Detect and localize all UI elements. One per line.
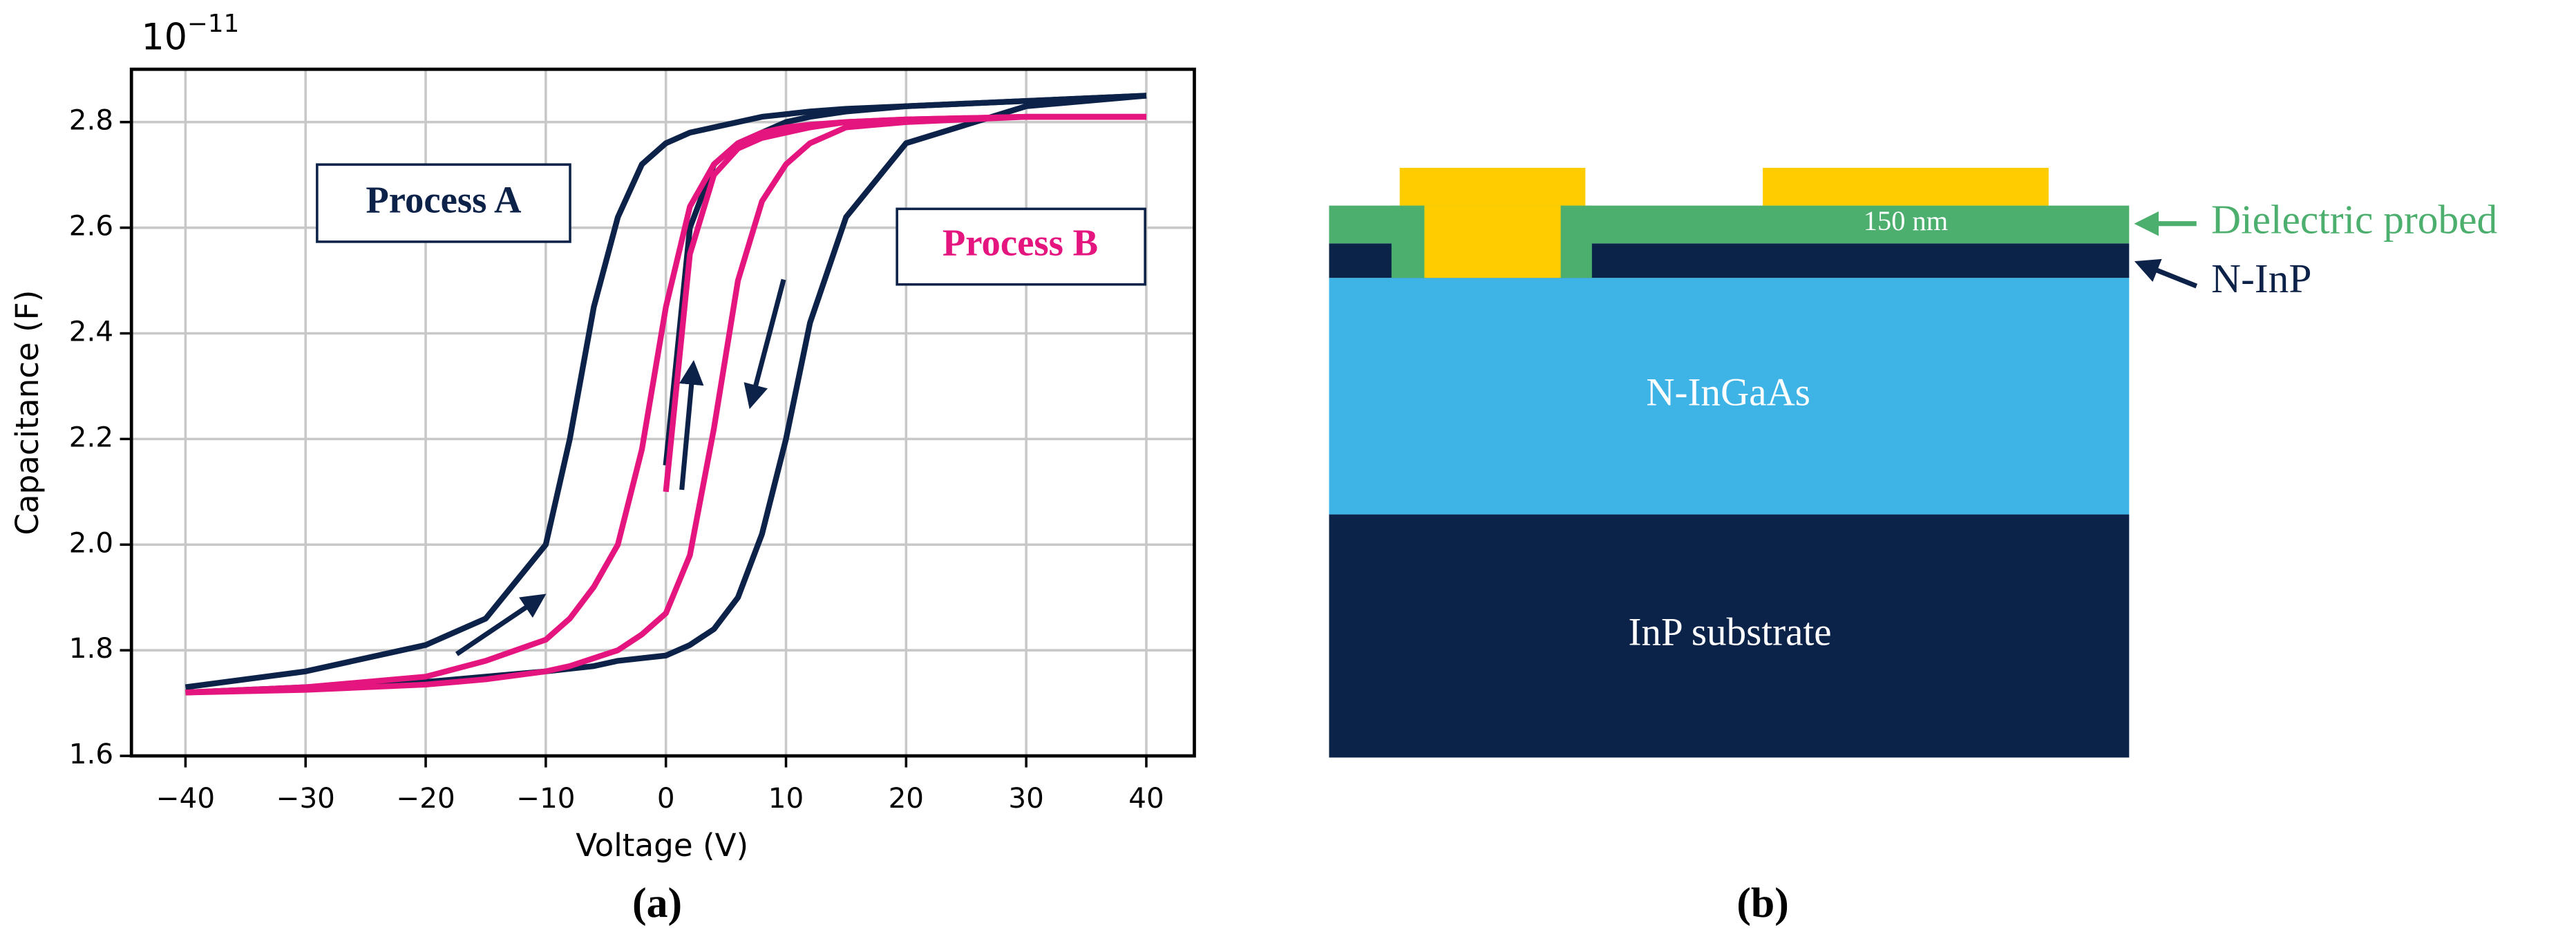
gate-contact [1424,205,1561,278]
x-tick-label: 20 [889,781,924,815]
arrow [679,360,704,491]
sweep-arrows [455,278,786,656]
x-tick-label: −20 [396,781,455,815]
x-tick-label: −40 [156,781,215,815]
x-tick-label: 30 [1008,781,1043,815]
callout-label: N-InP [2211,256,2311,301]
ingaas-layer [1329,278,2130,515]
x-axis-label: Voltage (V) [576,827,748,864]
gate-contact [1399,167,1586,206]
y-tick-label: 2.8 [69,104,113,137]
sweep-line [185,113,1146,696]
sweep-line [663,113,1146,493]
sweep-line [663,93,1147,466]
y-tick-label: 2.2 [69,420,113,453]
layer-label: InP substrate [1628,611,1831,654]
thickness-label: 150 nm [1864,205,1948,236]
layer-stack [1329,167,2130,758]
y-tick-label: 1.6 [69,737,113,770]
layer-label: N-InGaAs [1646,370,1810,414]
y-tick-label: 2.4 [69,314,113,348]
arrow [744,278,786,410]
legend-label: Process B [943,222,1098,264]
callout-arrow [2134,258,2198,289]
top-contact [1763,167,2049,206]
panel-label: (b) [1736,880,1789,927]
legend-label: Process A [366,179,522,221]
legend-box [896,207,1146,286]
x-tick-label: 0 [657,781,675,815]
arrow [455,593,547,656]
plot: −40 −30 −20 −10 0 10 20 30 40 1.6 1.8 2.0 2.2 2.4 2.6 2… [69,69,1195,815]
y-axis-label: Capacitance (F) [9,290,46,535]
x-tick-label: 10 [768,781,804,815]
y-tick-label: 1.8 [69,631,113,665]
x-tick-label: 40 [1128,781,1164,815]
callout-label: Dielectric probed [2211,196,2497,242]
panel-label: (a) [632,880,682,927]
y-tick-label: 2.6 [69,209,113,243]
x-tick-label: −10 [516,781,575,815]
y-offset: 10−11 [141,10,239,58]
substrate-layer [1329,514,2130,758]
y-tick-label: 2.0 [69,526,113,559]
legend-box [316,163,571,243]
plot-frame [129,67,1196,758]
sweep-line [184,93,1147,690]
x-tick-label: −30 [276,781,335,815]
